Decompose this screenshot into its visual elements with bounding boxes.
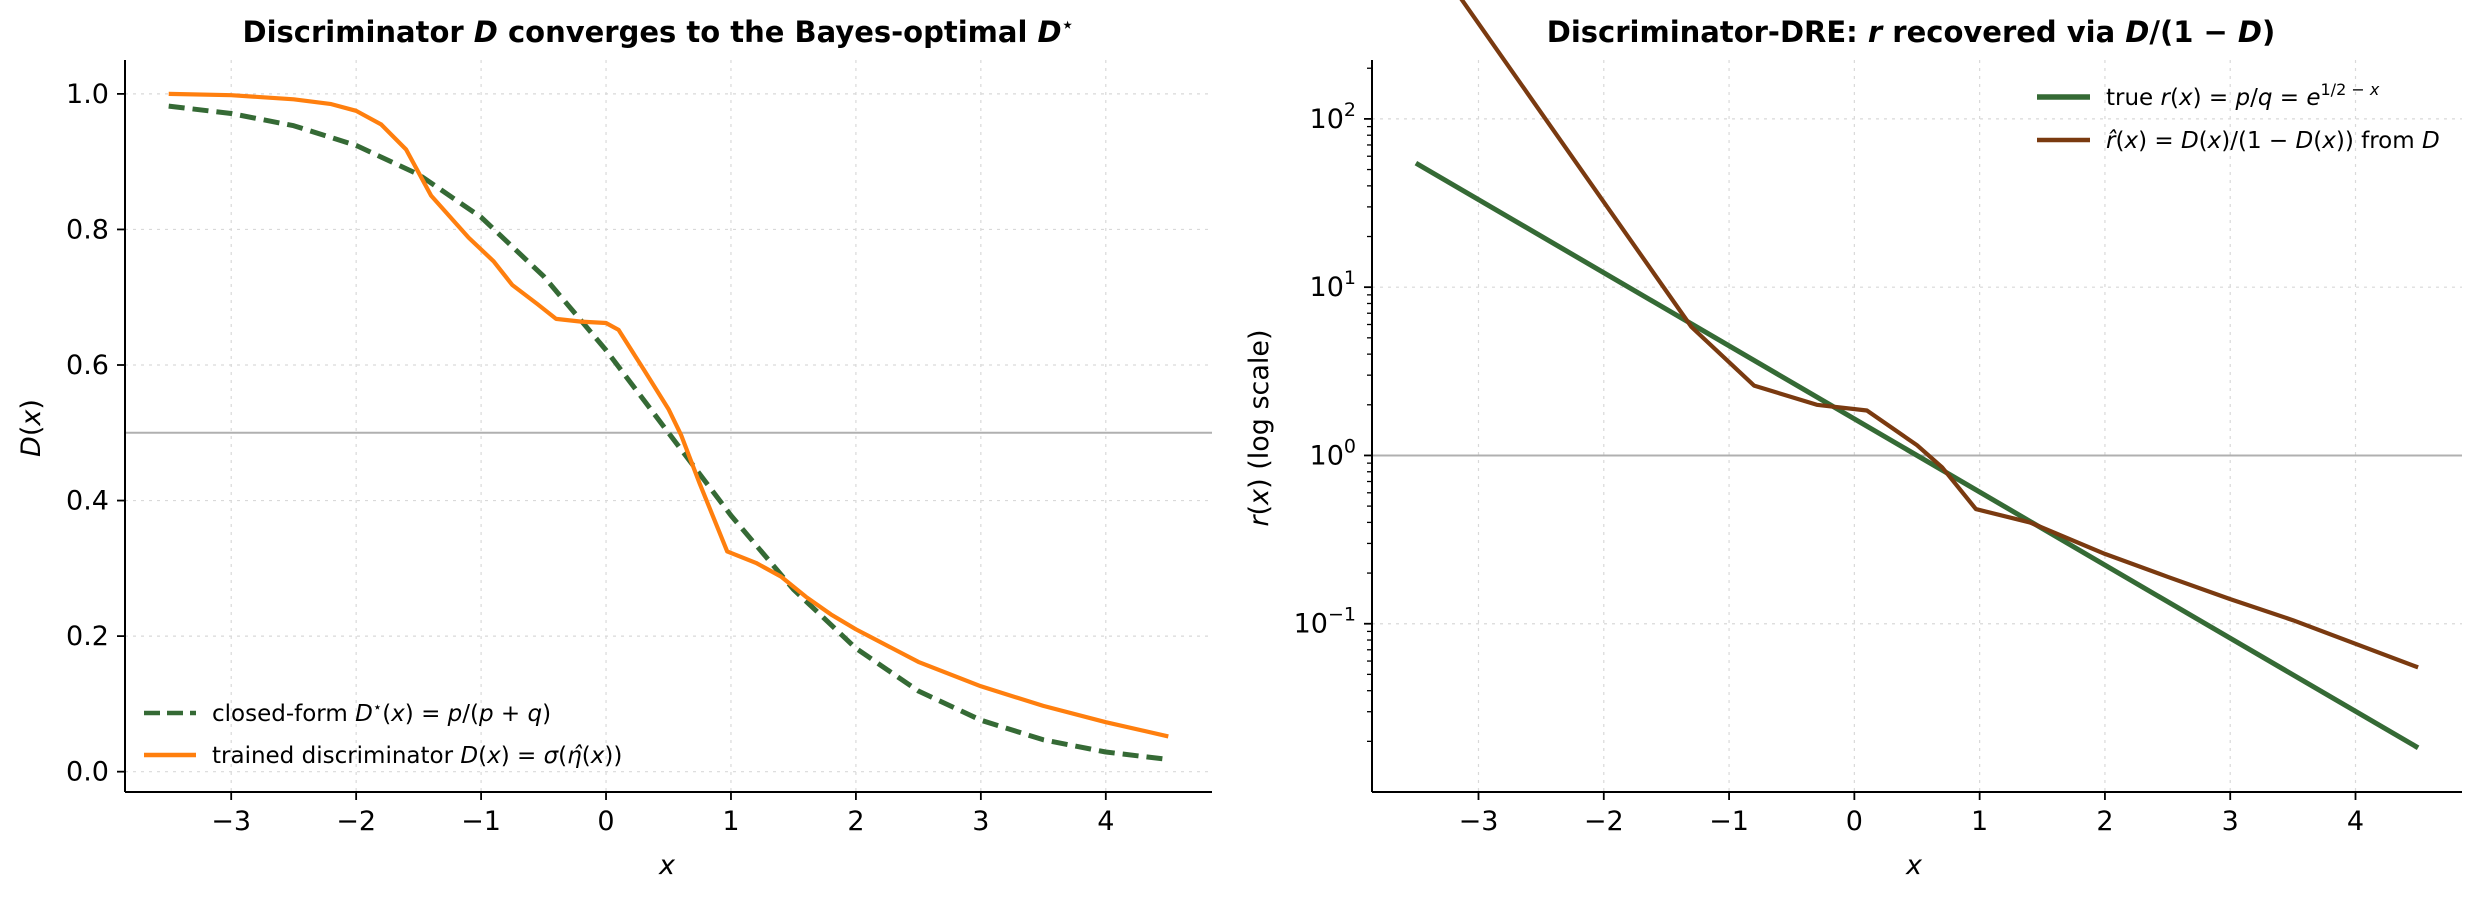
right-panel: Discriminator-DRE: r recovered via D/(1 … — [1244, 0, 2462, 881]
left-x-axis-label: x — [658, 850, 676, 881]
left-x-tick-label-7: 4 — [1097, 806, 1114, 837]
left-y-axis-label: D(x) — [16, 399, 47, 457]
left-y-tick-label-1: 0.2 — [66, 621, 109, 652]
right-series-0-line — [1414, 160, 2420, 750]
right-y-tick-label-3: 102 — [1310, 99, 1356, 135]
left-x-tick-label-3: 0 — [597, 806, 614, 837]
left-x-tick-label-0: −3 — [211, 806, 251, 837]
left-series-0-line — [168, 103, 1169, 762]
left-x-tick-label-2: −1 — [461, 806, 501, 837]
left-panel: Discriminator D converges to the Bayes-o… — [16, 14, 1212, 881]
left-y-tick-label-2: 0.4 — [66, 486, 109, 517]
right-chart-title: Discriminator-DRE: r recovered via D/(1 … — [1547, 15, 2275, 49]
left-plot-area: −3 −2 −1 0 1 2 3 4 0.0 0.2 0.4 0.6 0.8 1.0 — [66, 60, 1212, 837]
right-x-tick-label-1: −2 — [1584, 806, 1624, 837]
right-x-tick-label-4: 1 — [1971, 806, 1988, 837]
left-grid — [125, 60, 1212, 792]
right-legend-label-0: true r(x) = p/q = e1/2 − x — [2106, 80, 2380, 111]
left-y-tick-label-5: 1.0 — [66, 79, 109, 110]
right-grid — [1372, 60, 2462, 792]
left-y-tick-label-0: 0.0 — [66, 757, 109, 788]
left-legend-label-1: trained discriminator D(x) = σ(η̂(x)) — [212, 743, 622, 769]
left-x-tick-label-1: −2 — [336, 806, 376, 837]
left-x-tick-label-4: 1 — [722, 806, 739, 837]
right-x-tick-label-0: −3 — [1459, 806, 1499, 837]
left-x-tick-label-5: 2 — [847, 806, 864, 837]
right-legend: true r(x) = p/q = e1/2 − x r̂(x) = D(x)/… — [2037, 80, 2440, 154]
right-x-tick-label-2: −1 — [1709, 806, 1749, 837]
right-x-axis-label: x — [1905, 850, 1923, 881]
right-x-tick-label-3: 0 — [1846, 806, 1863, 837]
right-legend-label-1: r̂(x) = D(x)/(1 − D(x)) from D — [2106, 128, 2440, 154]
left-chart-title: Discriminator D converges to the Bayes-o… — [243, 14, 1074, 49]
right-series-1-line — [1459, 0, 2419, 670]
right-x-tick-label-7: 4 — [2347, 806, 2364, 837]
left-series-1-line — [168, 91, 1169, 739]
right-x-tick-label-5: 2 — [2096, 806, 2113, 837]
right-y-tick-label-1: 100 — [1310, 435, 1356, 471]
left-x-tick-label-6: 3 — [972, 806, 989, 837]
right-y-tick-label-2: 101 — [1310, 267, 1356, 303]
left-y-tick-label-3: 0.6 — [66, 350, 109, 381]
left-legend-label-0: closed-form D⋆(x) = p/(p + q) — [212, 698, 551, 727]
right-y-tick-label-0: 10−1 — [1294, 604, 1356, 640]
left-y-tick-label-4: 0.8 — [66, 214, 109, 245]
left-legend: closed-form D⋆(x) = p/(p + q) trained di… — [144, 698, 622, 769]
right-x-tick-label-6: 3 — [2222, 806, 2239, 837]
right-y-axis-label: r(x) (log scale) — [1244, 329, 1275, 526]
